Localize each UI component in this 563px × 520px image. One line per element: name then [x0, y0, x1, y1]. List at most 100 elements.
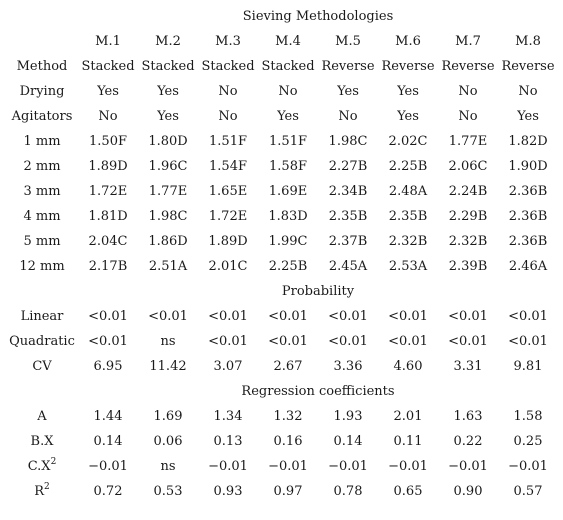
- table-cell: 2.24B: [448, 184, 488, 199]
- table-cell: −0.01: [88, 459, 128, 474]
- probability-row: Quadratic <0.01 ns <0.01 <0.01 <0.01 <0.01 <0.0…: [6, 329, 558, 354]
- table-title: Sieving Methodologies: [242, 9, 394, 24]
- table-cell: 2.06C: [448, 159, 488, 174]
- table-body: Sieving Methodologies M.1 M.2 M.3 M.4 M.…: [6, 4, 558, 504]
- table-cell: 1.82D: [508, 134, 548, 149]
- table-cell: 1.63: [453, 409, 483, 424]
- table-cell: 2.27B: [328, 159, 368, 174]
- method-header: M.3: [215, 34, 241, 49]
- method-header: M.2: [155, 34, 181, 49]
- title-row: Sieving Methodologies: [6, 4, 558, 29]
- section-title: Regression coefficients: [241, 384, 395, 399]
- table-cell: Yes: [277, 109, 299, 124]
- table-cell: 1.96C: [148, 159, 188, 174]
- table-cell: 0.11: [393, 434, 423, 449]
- row-label-text: A: [37, 409, 47, 424]
- table-cell: 2.36B: [508, 184, 548, 199]
- table-cell: <0.01: [88, 334, 128, 349]
- row-label: Drying: [6, 79, 78, 104]
- table-cell: 2.37B: [328, 234, 368, 249]
- table-cell: 1.65E: [208, 184, 248, 199]
- methods-header-row: M.1 M.2 M.3 M.4 M.5 M.6 M.7 M.8: [6, 29, 558, 54]
- table-cell: 2.04C: [88, 234, 128, 249]
- size-row: 4 mm 1.81D 1.98C 1.72E 1.83D 2.35B 2.35B 2.29B 2…: [6, 204, 558, 229]
- table-cell: <0.01: [448, 309, 488, 324]
- table-cell: 2.29B: [448, 209, 488, 224]
- table-cell: No: [98, 109, 118, 124]
- table-cell: 0.65: [393, 484, 423, 499]
- table-cell: Reverse: [321, 59, 375, 74]
- table-cell: <0.01: [268, 309, 308, 324]
- table-cell: 2.35B: [388, 209, 428, 224]
- row-label-text: 1 mm: [23, 134, 61, 149]
- row-label-superscript: 2: [50, 457, 57, 467]
- table-cell: 2.32B: [388, 234, 428, 249]
- table-cell: Reverse: [381, 59, 435, 74]
- table-cell: −0.01: [508, 459, 548, 474]
- table-cell: −0.01: [328, 459, 368, 474]
- table-cell: 1.99C: [268, 234, 308, 249]
- row-label: 3 mm: [6, 179, 78, 204]
- method-header: M.6: [395, 34, 421, 49]
- table-cell: 1.32: [273, 409, 303, 424]
- table-cell: 2.35B: [328, 209, 368, 224]
- table-cell: 0.97: [273, 484, 303, 499]
- table-cell: 1.77E: [148, 184, 188, 199]
- row-label-text: 12 mm: [19, 259, 65, 274]
- row-label: Method: [6, 54, 78, 79]
- table-cell: 1.50F: [89, 134, 127, 149]
- table-cell: 1.98C: [148, 209, 188, 224]
- table-cell: 0.90: [453, 484, 483, 499]
- probability-row: Linear <0.01 <0.01 <0.01 <0.01 <0.01 <0.01 <0.0…: [6, 304, 558, 329]
- row-label-text: R: [34, 484, 45, 499]
- method-header: M.4: [275, 34, 301, 49]
- table-cell: 3.31: [453, 359, 483, 374]
- table-cell: 1.90D: [508, 159, 548, 174]
- table-cell: 1.72E: [88, 184, 128, 199]
- table-cell: 9.81: [513, 359, 543, 374]
- table-cell: Yes: [397, 109, 419, 124]
- table-cell: <0.01: [268, 334, 308, 349]
- sieving-methodologies-table: Sieving Methodologies M.1 M.2 M.3 M.4 M.…: [6, 4, 558, 504]
- table-cell: 1.83D: [268, 209, 308, 224]
- table-cell: 3.36: [333, 359, 363, 374]
- table-cell: 2.25B: [268, 259, 308, 274]
- method-header: M.8: [515, 34, 541, 49]
- table-cell: 1.89D: [88, 159, 128, 174]
- method-header: M.1: [95, 34, 121, 49]
- table-cell: −0.01: [388, 459, 428, 474]
- method-header: M.5: [335, 34, 361, 49]
- table-cell: 2.01: [393, 409, 423, 424]
- table-cell: No: [218, 109, 238, 124]
- table-cell: 0.93: [213, 484, 243, 499]
- table-cell: <0.01: [448, 334, 488, 349]
- table-cell: <0.01: [208, 309, 248, 324]
- row-label: 4 mm: [6, 204, 78, 229]
- table-cell: 1.51F: [269, 134, 307, 149]
- table-cell: Reverse: [441, 59, 495, 74]
- table-cell: No: [218, 84, 238, 99]
- table-cell: 2.46A: [508, 259, 548, 274]
- table-cell: Yes: [517, 109, 539, 124]
- size-row: 2 mm 1.89D 1.96C 1.54F 1.58F 2.27B 2.25B 2.06C 1…: [6, 154, 558, 179]
- method-header: M.7: [455, 34, 481, 49]
- table-cell: 1.89D: [208, 234, 248, 249]
- table-cell: 1.81D: [88, 209, 128, 224]
- row-label: Linear: [6, 304, 78, 329]
- table-cell: 2.25B: [388, 159, 428, 174]
- table-cell: 1.93: [333, 409, 363, 424]
- row-label: A: [6, 404, 78, 429]
- regression-title-row: Regression coefficients: [6, 379, 558, 404]
- row-label: CV: [6, 354, 78, 379]
- table-cell: Yes: [157, 84, 179, 99]
- row-label-text: 2 mm: [23, 159, 61, 174]
- row-label: Quadratic: [6, 329, 78, 354]
- row-label-text: 5 mm: [23, 234, 61, 249]
- table-cell: 2.34B: [328, 184, 368, 199]
- table-cell: 1.69: [153, 409, 183, 424]
- table-cell: 2.48A: [388, 184, 428, 199]
- row-label-text: B.X: [30, 434, 54, 449]
- row-label: 5 mm: [6, 229, 78, 254]
- table-cell: 2.36B: [508, 209, 548, 224]
